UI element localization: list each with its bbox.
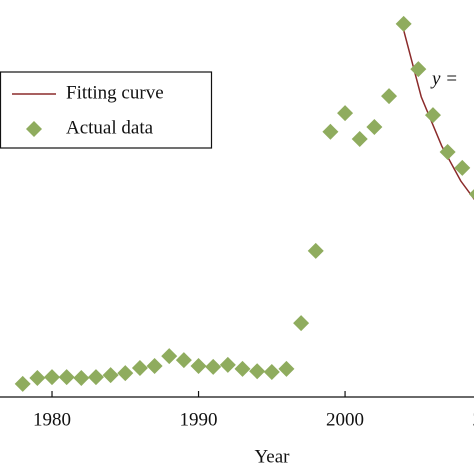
x-tick-label: 1980 (33, 409, 71, 430)
data-point (234, 360, 251, 377)
legend-label: Actual data (66, 117, 154, 138)
data-point (175, 352, 192, 369)
data-point (29, 369, 46, 386)
data-point (468, 189, 474, 200)
data-point (205, 358, 222, 375)
data-point (351, 130, 368, 147)
data-point (190, 358, 207, 375)
data-point (117, 365, 134, 382)
data-point (263, 363, 280, 380)
x-tick-label: 1990 (180, 409, 218, 430)
x-tick-label: 2010 (473, 409, 474, 430)
fitting-curve (402, 29, 474, 201)
data-point (102, 367, 119, 384)
data-point (293, 315, 310, 332)
data-point (146, 358, 163, 375)
data-point (307, 242, 324, 259)
data-point (44, 369, 61, 386)
data-point (58, 369, 75, 386)
data-point (381, 88, 398, 105)
data-point (219, 356, 236, 373)
data-point (322, 123, 339, 140)
data-point (73, 369, 90, 386)
data-point (249, 363, 266, 380)
annotation: y = (430, 68, 458, 89)
data-point (424, 107, 441, 124)
data-point (337, 105, 354, 122)
data-point (87, 369, 104, 386)
data-point (366, 119, 383, 136)
data-point (439, 144, 456, 161)
data-point (278, 360, 295, 377)
x-tick-label: 2000 (326, 409, 364, 430)
data-point (131, 360, 148, 377)
data-point (14, 375, 31, 392)
data-point (161, 348, 178, 365)
legend-label: Fitting curve (66, 82, 164, 103)
data-point (395, 15, 412, 32)
data-point (410, 61, 427, 78)
legend-marker (26, 121, 42, 137)
x-axis-label: Year (254, 446, 290, 467)
data-point (454, 159, 471, 176)
